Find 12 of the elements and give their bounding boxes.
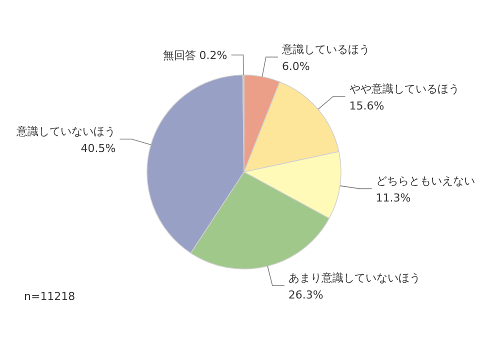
text: n=11218 — [24, 290, 76, 303]
data-label: 6.0% — [282, 60, 310, 74]
slice-label: 無回答 0.2% — [162, 49, 228, 62]
slice-label: どちらともいえない — [376, 174, 475, 188]
slice-label: あまり意識していないほう — [288, 272, 420, 284]
slice-label: 意識しているほう — [280, 43, 370, 56]
data-label: 26.3% — [288, 288, 324, 302]
slice-label: やや意識しているほう — [349, 82, 460, 96]
data-label: 40.5% — [80, 142, 116, 156]
data-label: 11.3% — [376, 192, 411, 205]
slice-label: 意識していないほう — [16, 125, 116, 138]
data-label: 15.6% — [349, 99, 384, 112]
